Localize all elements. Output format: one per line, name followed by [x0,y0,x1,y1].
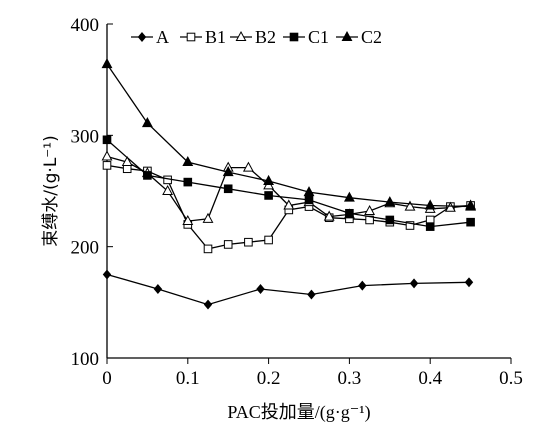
legend-item-b1: B1 [180,27,226,47]
legend-label: B1 [205,27,226,47]
x-axis-title: PAC投加量/(g·g⁻¹) [227,402,370,423]
data-point [203,244,213,254]
data-point [183,177,193,187]
data-point [163,175,172,185]
data-point [122,164,132,174]
data-point [264,235,273,245]
data-point [101,150,113,161]
data-point [153,284,163,294]
data-point [223,184,233,194]
data-point [102,161,112,170]
data-point [364,204,376,216]
series-line [106,273,470,306]
data-point [162,184,174,195]
series-a [102,269,474,310]
data-point [235,30,247,41]
data-point [303,186,315,197]
series-line [106,63,471,208]
y-tick-label: 300 [71,126,100,147]
data-point [186,32,196,42]
y-tick-label: 400 [71,15,100,36]
data-point [465,200,477,211]
data-point [102,269,112,280]
legend-item-c2: C2 [336,27,382,47]
data-point [341,30,353,41]
legend-label: A [156,27,169,47]
data-point [256,284,265,294]
legend-label: B2 [255,27,276,47]
data-point [404,200,416,211]
data-point [385,215,395,225]
data-point [202,212,214,223]
data-point [263,174,275,185]
y-tick-label: 200 [71,238,100,259]
legend: A B1 B2 C1 C2 [131,27,382,47]
x-tick-label: 0.1 [176,368,200,389]
data-point [182,156,194,167]
data-point [466,217,475,227]
x-tick-label: 0.4 [418,368,442,389]
axes [106,24,511,359]
data-point [121,156,133,167]
data-point [323,210,335,221]
data-point [307,289,316,300]
x-tick-label: 0.5 [499,368,523,389]
data-point [141,117,153,128]
data-point [242,161,254,172]
data-point [384,196,396,207]
data-point [222,166,234,177]
data-point [289,32,299,42]
series-c1 [102,135,475,231]
x-tick-label: 0 [102,368,112,389]
y-tick-label: 100 [71,349,100,370]
data-point [424,199,436,210]
data-point [203,299,213,310]
data-point [343,191,355,202]
data-point [283,199,295,210]
data-point [464,277,474,288]
series-line [106,139,471,228]
legend-item-b2: B2 [230,27,276,47]
legend-label: C1 [308,27,329,47]
data-point [223,240,233,249]
legend-item-a: A [131,27,169,47]
data-point [345,208,354,218]
data-point [102,135,112,145]
ticks: 100 200 300 400 0 0.1 0.2 0.3 0.4 0.5 [71,15,523,389]
series-layer [101,58,477,310]
data-point [405,221,415,230]
data-point [425,222,435,231]
legend-label: C2 [361,27,382,47]
data-point [358,280,367,291]
x-tick-label: 0.3 [338,368,362,389]
data-point [264,191,273,200]
data-point [143,171,152,180]
y-axis-title: 束缚水/(g·L⁻¹) [41,135,61,246]
x-tick-label: 0.2 [257,368,281,389]
data-point [137,32,147,42]
data-point [444,201,456,212]
data-point [304,195,314,205]
data-point [182,215,194,226]
legend-item-c1: C1 [283,27,329,47]
data-point [409,278,419,289]
data-point [244,237,253,247]
series-c2 [101,58,477,211]
data-point [101,58,113,69]
